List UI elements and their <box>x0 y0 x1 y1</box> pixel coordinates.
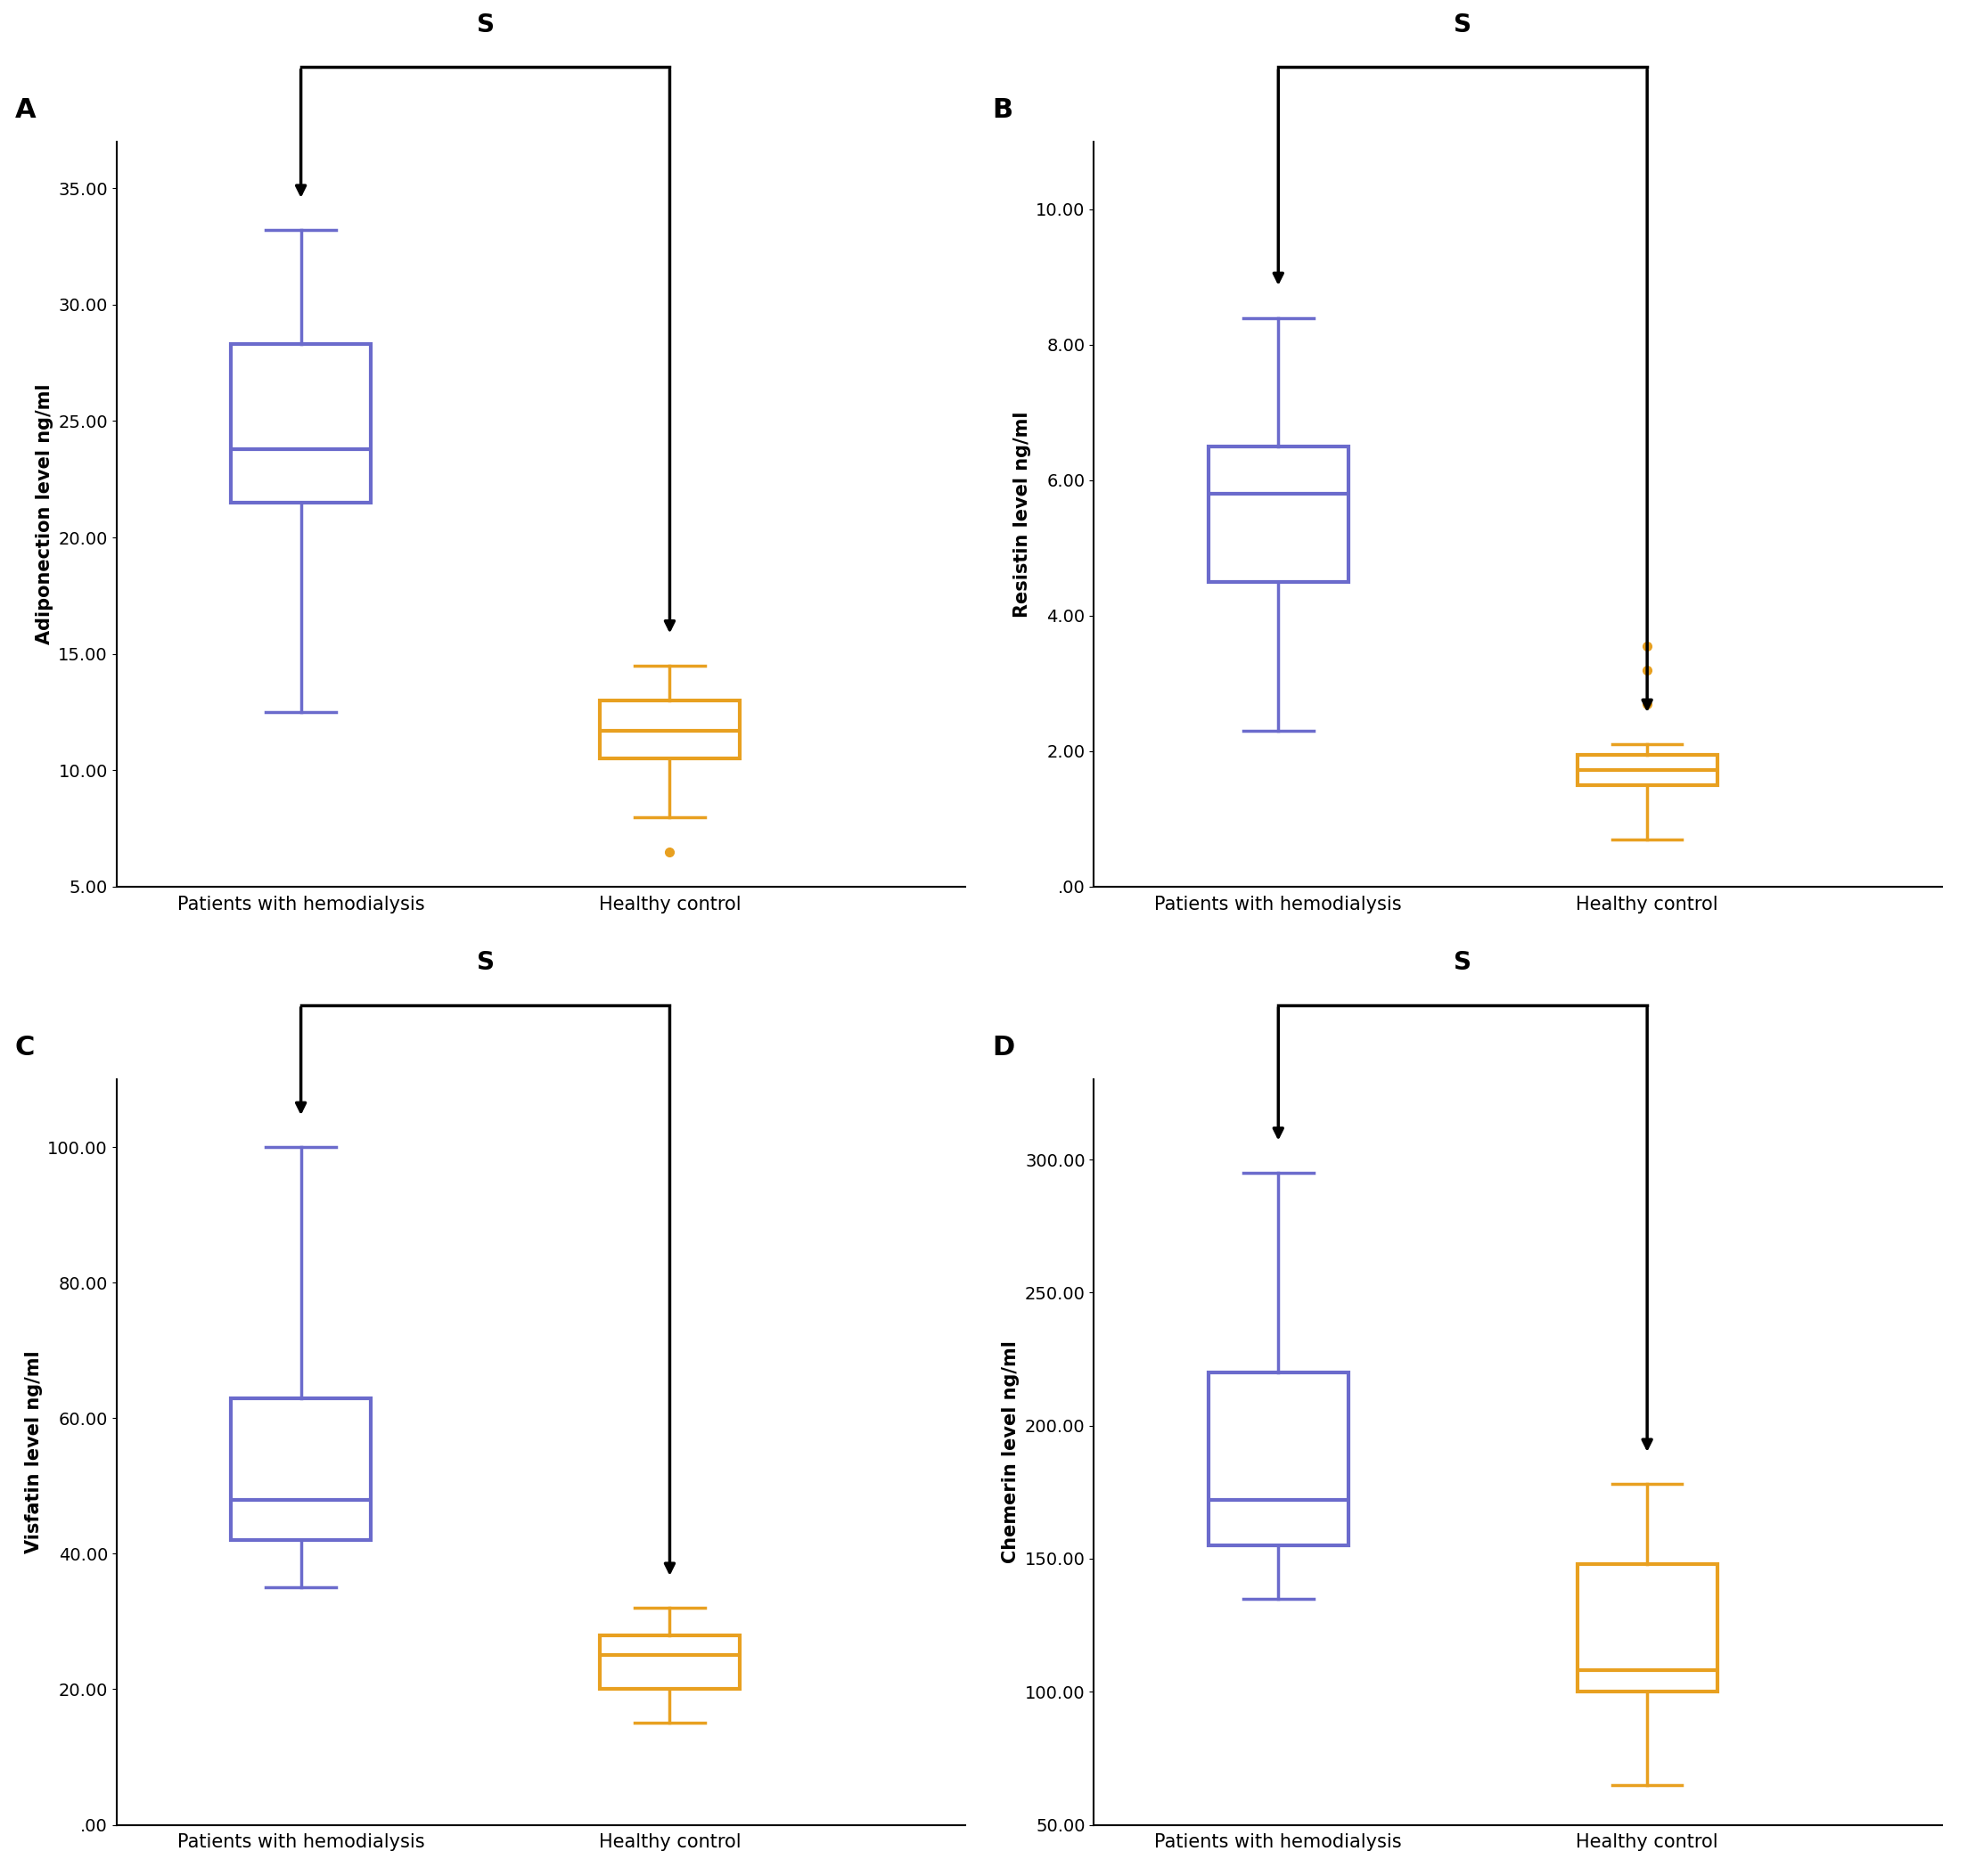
Y-axis label: Visfatin level ng/ml: Visfatin level ng/ml <box>26 1351 43 1553</box>
PathPatch shape <box>230 343 372 503</box>
PathPatch shape <box>1208 1373 1349 1546</box>
PathPatch shape <box>230 1398 372 1540</box>
PathPatch shape <box>600 700 740 758</box>
Text: S: S <box>476 13 494 38</box>
Y-axis label: Adiponection level ng/ml: Adiponection level ng/ml <box>35 385 53 645</box>
Text: A: A <box>14 98 35 122</box>
Y-axis label: Resistin level ng/ml: Resistin level ng/ml <box>1013 411 1031 617</box>
Text: D: D <box>991 1036 1015 1060</box>
Text: C: C <box>14 1036 35 1060</box>
PathPatch shape <box>1578 754 1717 786</box>
Text: S: S <box>476 951 494 976</box>
PathPatch shape <box>600 1636 740 1688</box>
PathPatch shape <box>1208 446 1349 582</box>
PathPatch shape <box>1578 1565 1717 1692</box>
Text: S: S <box>1454 13 1471 38</box>
Text: S: S <box>1454 951 1471 976</box>
Y-axis label: Chemerin level ng/ml: Chemerin level ng/ml <box>1001 1341 1019 1563</box>
Text: B: B <box>991 98 1013 122</box>
